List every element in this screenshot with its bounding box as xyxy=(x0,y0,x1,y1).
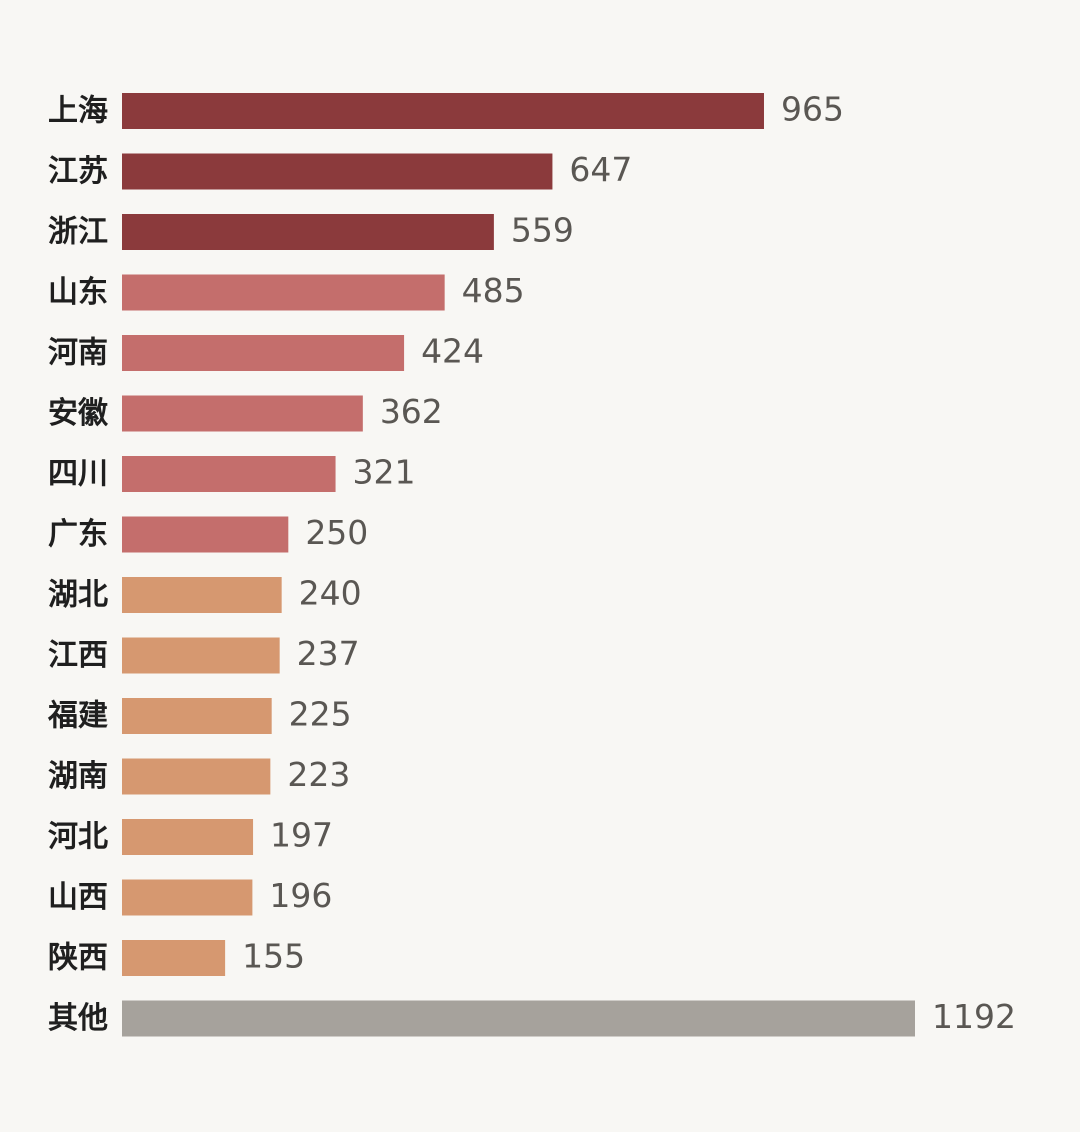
bar-9 xyxy=(122,577,282,613)
bar-11 xyxy=(122,698,272,734)
value-label-10: 237 xyxy=(297,634,360,673)
bar-8 xyxy=(122,516,289,553)
category-label-1: 上海 xyxy=(48,94,108,129)
value-labels-group: 965 647 559 485 424 362 321 250 240 237 225 223 197 1… xyxy=(242,90,1016,1037)
bar-12 xyxy=(122,758,271,795)
category-label-11: 福建 xyxy=(47,699,108,734)
value-label-13: 197 xyxy=(270,816,333,855)
value-label-14: 196 xyxy=(269,876,332,915)
category-label-6: 安徽 xyxy=(48,396,109,431)
bar-3 xyxy=(122,214,494,250)
value-label-3: 559 xyxy=(511,211,574,250)
value-label-1: 965 xyxy=(781,90,844,129)
value-label-8: 250 xyxy=(305,513,368,552)
value-label-11: 225 xyxy=(289,695,352,734)
bar-1 xyxy=(122,93,764,129)
value-label-2: 647 xyxy=(569,150,632,189)
bar-6 xyxy=(122,395,363,432)
category-label-12: 湖南 xyxy=(48,759,108,794)
bar-4 xyxy=(122,274,445,311)
value-label-7: 321 xyxy=(353,453,416,492)
value-label-6: 362 xyxy=(380,392,443,431)
value-label-9: 240 xyxy=(299,574,362,613)
value-label-5: 424 xyxy=(421,332,484,371)
bar-13 xyxy=(122,819,254,855)
value-label-15: 155 xyxy=(242,937,305,976)
category-label-5: 河南 xyxy=(48,336,108,371)
value-label-4: 485 xyxy=(462,271,525,310)
category-label-7: 四川 xyxy=(48,457,108,492)
bar-2 xyxy=(122,153,553,190)
category-label-16: 其他 xyxy=(48,1001,108,1036)
bar-15 xyxy=(122,940,226,976)
category-label-8: 广东 xyxy=(48,517,108,552)
category-label-10: 江西 xyxy=(48,638,108,673)
category-label-13: 河北 xyxy=(48,820,108,855)
value-label-16: 1192 xyxy=(932,997,1016,1036)
bar-7 xyxy=(122,456,336,492)
bars-group xyxy=(122,93,915,1037)
bar-5 xyxy=(122,335,405,371)
bar-10 xyxy=(122,637,280,674)
category-label-3: 浙江 xyxy=(48,215,108,250)
bar-16 xyxy=(122,1000,915,1037)
category-label-14: 山西 xyxy=(48,880,108,915)
category-label-4: 山东 xyxy=(48,275,108,310)
category-label-9: 湖北 xyxy=(48,578,108,613)
value-label-12: 223 xyxy=(287,755,350,794)
category-label-2: 江苏 xyxy=(48,154,108,189)
category-label-15: 陕西 xyxy=(48,941,108,976)
bar-14 xyxy=(122,879,253,916)
